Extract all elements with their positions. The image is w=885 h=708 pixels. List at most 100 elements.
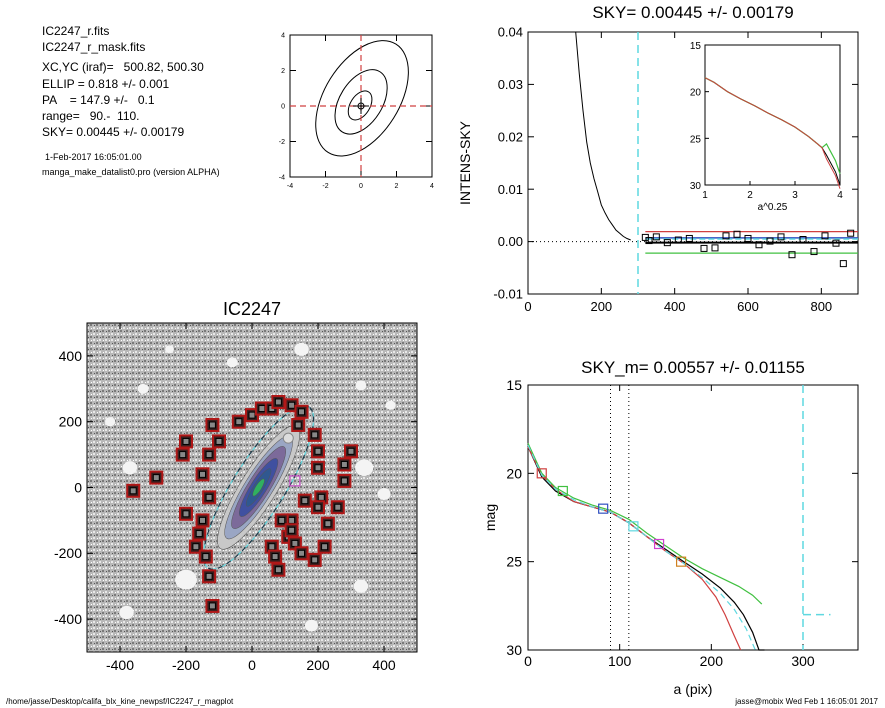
contour-xtick-label: 2	[395, 183, 399, 190]
mask-box-inner	[195, 530, 203, 538]
mag-ytick-label: 30	[506, 642, 522, 658]
galaxy-star	[282, 432, 294, 444]
mask-box-inner	[205, 493, 213, 501]
contour-ytick-label: 2	[281, 68, 285, 75]
mask-blob	[353, 579, 369, 593]
mask-box-inner	[334, 503, 342, 511]
inset-line-red	[704, 77, 841, 189]
mask-blob	[355, 459, 374, 477]
image-ytick-label: -200	[54, 545, 82, 561]
sky-panel: SKY= 0.00445 +/- 0.00179 0 200 400 600 800 0.0…	[457, 3, 859, 314]
mag-xtick-label: 100	[608, 653, 632, 669]
footer-user: jasse@mobix Wed Feb 1 16:05:01 2017	[734, 697, 878, 706]
mask-blob	[137, 383, 149, 394]
image-ytick-label: 200	[59, 414, 83, 430]
mask-box-inner	[235, 418, 243, 426]
mask-box-magenta	[289, 475, 301, 487]
sky-title: SKY= 0.00445 +/- 0.00179	[592, 3, 793, 22]
mask-box-inner	[288, 401, 296, 409]
mask-box-inner	[298, 549, 305, 557]
mask-box-inner	[205, 572, 213, 580]
mag-xtick-label: 300	[791, 653, 815, 669]
image-ytick-label: 400	[59, 348, 83, 364]
image-xtick-label: 200	[306, 657, 330, 673]
mask-box-inner	[199, 516, 206, 524]
contour-center-dot	[357, 102, 365, 110]
mask-box-inner	[314, 464, 322, 472]
contour-level	[315, 40, 409, 157]
info-program: manga_make_datalist0.pro (version ALPHA)	[42, 167, 220, 177]
mask-box-inner	[202, 553, 210, 561]
sky-point	[685, 234, 693, 242]
mag-series-black	[527, 446, 765, 651]
galaxy-fit-ellipse	[203, 405, 315, 570]
info-block: IC2247_r.fits IC2247_r_mask.fits XC,YC (…	[42, 24, 220, 177]
mask-box-inner	[268, 543, 276, 551]
mask-box-inner	[340, 460, 348, 468]
mask-box-inner	[278, 516, 286, 524]
sky-ytick-label: 0.01	[498, 182, 523, 197]
image-xtick-label: 400	[372, 657, 396, 673]
sky-point	[744, 234, 752, 242]
sky-ytick-label: -0.01	[493, 287, 523, 302]
mask-blob	[355, 380, 367, 391]
sky-ytick-label: 0.00	[498, 234, 523, 249]
mask-box-inner	[311, 431, 319, 439]
mask-blob	[105, 417, 116, 427]
mask-blob	[175, 569, 197, 590]
sky-ytick-label: 0.02	[498, 129, 523, 144]
mag-series-cyan	[527, 444, 756, 651]
info-line-4: ELLIP = 0.818 +/- 0.001	[42, 77, 170, 91]
mask-box-inner	[291, 539, 299, 547]
mask-box-inner	[294, 421, 302, 429]
sky-point	[810, 248, 818, 256]
sky-xtick-label: 0	[524, 299, 531, 314]
contour-xtick-label: -4	[287, 183, 293, 190]
mask-blob	[377, 488, 391, 501]
sky-point	[788, 251, 796, 259]
sky-point	[777, 233, 785, 241]
mask-box-inner	[271, 553, 279, 561]
mask-box-inner	[192, 543, 200, 551]
sky-point	[839, 260, 847, 268]
sky-point	[700, 244, 708, 252]
sky-ytick-label: 0.04	[498, 25, 523, 40]
inset-xlabel: a^0.25	[758, 202, 788, 213]
sky-point	[821, 232, 829, 240]
mag-marker	[598, 503, 609, 514]
image-title: IC2247	[223, 299, 281, 319]
mag-ytick-label: 25	[506, 554, 522, 570]
info-line-5: PA = 147.9 +/- 0.1	[42, 93, 155, 107]
mag-series-green	[527, 443, 763, 605]
mag-xtick-label: 200	[700, 653, 724, 669]
inset-ytick-label: 25	[690, 134, 702, 145]
contour-ytick-label: -4	[279, 174, 285, 181]
image-ytick-label: 0	[74, 479, 82, 495]
info-line-6: range= 90.- 110.	[42, 109, 140, 123]
mask-blob	[385, 400, 396, 410]
mag-marker	[675, 556, 687, 567]
contour-ytick-label: 0	[281, 103, 285, 110]
mag-ylabel: mag	[482, 504, 498, 531]
sky-point	[663, 239, 671, 247]
mag-series-red	[527, 446, 742, 651]
image-xtick-label: -200	[172, 657, 200, 673]
contour-ytick-label: -2	[279, 139, 285, 146]
sky-point	[733, 230, 741, 238]
info-line-1: IC2247_r.fits	[42, 24, 109, 38]
mag-xtick-label: 0	[524, 653, 532, 669]
mask-box-inner	[288, 516, 296, 524]
mask-box-inner	[317, 493, 325, 501]
sky-point	[847, 229, 855, 237]
info-line-2: IC2247_r_mask.fits	[42, 40, 145, 54]
mask-box-inner	[129, 487, 137, 495]
sky-xtick-label: 400	[664, 299, 686, 314]
mask-box-inner	[199, 470, 206, 478]
mask-box-inner	[205, 451, 213, 459]
sky-point	[652, 233, 660, 241]
sky-point	[832, 239, 840, 247]
sky-point	[799, 236, 807, 244]
mask-box-inner	[208, 602, 216, 610]
mask-box-inner	[274, 566, 282, 574]
